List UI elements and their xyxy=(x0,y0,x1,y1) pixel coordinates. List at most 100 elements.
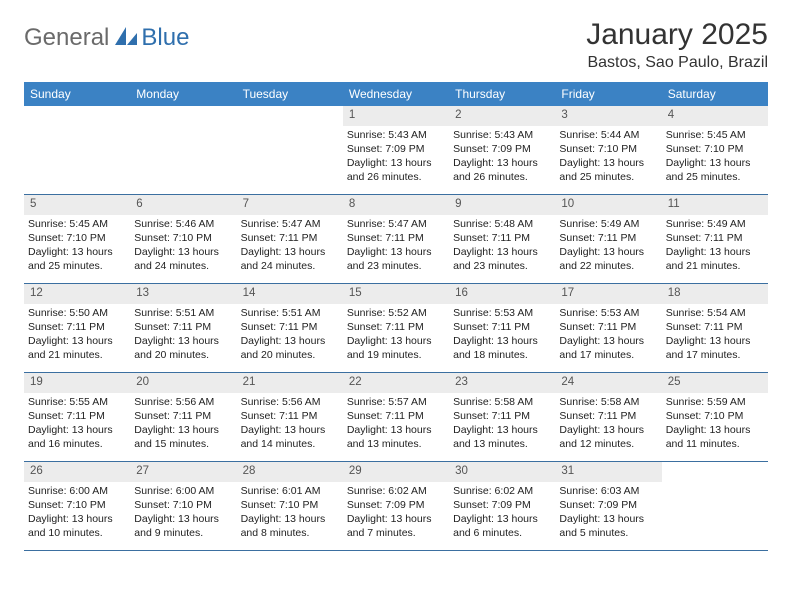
day-number: 1 xyxy=(343,106,449,126)
day-body: Sunrise: 5:53 AMSunset: 7:11 PMDaylight:… xyxy=(449,304,555,367)
sunset-line: Sunset: 7:11 PM xyxy=(28,409,126,423)
day-number: 26 xyxy=(24,462,130,482)
calendar-day: 6Sunrise: 5:46 AMSunset: 7:10 PMDaylight… xyxy=(130,195,236,283)
calendar-day: 28Sunrise: 6:01 AMSunset: 7:10 PMDayligh… xyxy=(237,462,343,550)
calendar-page: General Blue January 2025 Bastos, Sao Pa… xyxy=(0,0,792,569)
sunset-line: Sunset: 7:09 PM xyxy=(559,498,657,512)
daylight-line: Daylight: 13 hours and 15 minutes. xyxy=(134,423,232,451)
day-number xyxy=(662,462,768,466)
calendar-day: 3Sunrise: 5:44 AMSunset: 7:10 PMDaylight… xyxy=(555,106,661,194)
sunset-line: Sunset: 7:09 PM xyxy=(453,142,551,156)
day-body: Sunrise: 5:45 AMSunset: 7:10 PMDaylight:… xyxy=(662,126,768,189)
logo-text-blue: Blue xyxy=(141,24,189,52)
sunset-line: Sunset: 7:11 PM xyxy=(559,320,657,334)
sunset-line: Sunset: 7:11 PM xyxy=(134,409,232,423)
sunrise-line: Sunrise: 6:02 AM xyxy=(453,484,551,498)
day-number: 14 xyxy=(237,284,343,304)
day-number: 8 xyxy=(343,195,449,215)
weekday-header-row: SundayMondayTuesdayWednesdayThursdayFrid… xyxy=(24,82,768,106)
day-body: Sunrise: 5:45 AMSunset: 7:10 PMDaylight:… xyxy=(24,215,130,278)
logo-text-general: General xyxy=(24,24,109,52)
day-number: 5 xyxy=(24,195,130,215)
sunrise-line: Sunrise: 5:43 AM xyxy=(453,128,551,142)
sunrise-line: Sunrise: 5:58 AM xyxy=(559,395,657,409)
daylight-line: Daylight: 13 hours and 19 minutes. xyxy=(347,334,445,362)
sunset-line: Sunset: 7:11 PM xyxy=(666,231,764,245)
day-body: Sunrise: 5:49 AMSunset: 7:11 PMDaylight:… xyxy=(662,215,768,278)
calendar-week: 26Sunrise: 6:00 AMSunset: 7:10 PMDayligh… xyxy=(24,462,768,551)
sunset-line: Sunset: 7:11 PM xyxy=(347,409,445,423)
daylight-line: Daylight: 13 hours and 5 minutes. xyxy=(559,512,657,540)
weekday-header: Monday xyxy=(130,82,236,106)
calendar-day: 22Sunrise: 5:57 AMSunset: 7:11 PMDayligh… xyxy=(343,373,449,461)
calendar-week: 19Sunrise: 5:55 AMSunset: 7:11 PMDayligh… xyxy=(24,373,768,462)
calendar-day: 4Sunrise: 5:45 AMSunset: 7:10 PMDaylight… xyxy=(662,106,768,194)
sunset-line: Sunset: 7:10 PM xyxy=(559,142,657,156)
daylight-line: Daylight: 13 hours and 18 minutes. xyxy=(453,334,551,362)
sunrise-line: Sunrise: 5:53 AM xyxy=(559,306,657,320)
day-body: Sunrise: 6:02 AMSunset: 7:09 PMDaylight:… xyxy=(449,482,555,545)
day-number xyxy=(130,106,236,110)
calendar-day xyxy=(662,462,768,550)
sunrise-line: Sunrise: 5:47 AM xyxy=(347,217,445,231)
calendar-day: 9Sunrise: 5:48 AMSunset: 7:11 PMDaylight… xyxy=(449,195,555,283)
sunset-line: Sunset: 7:11 PM xyxy=(347,231,445,245)
day-body: Sunrise: 5:49 AMSunset: 7:11 PMDaylight:… xyxy=(555,215,661,278)
title-block: January 2025 Bastos, Sao Paulo, Brazil xyxy=(586,18,768,72)
day-body: Sunrise: 5:52 AMSunset: 7:11 PMDaylight:… xyxy=(343,304,449,367)
sunrise-line: Sunrise: 5:56 AM xyxy=(134,395,232,409)
sunrise-line: Sunrise: 5:59 AM xyxy=(666,395,764,409)
day-body: Sunrise: 5:44 AMSunset: 7:10 PMDaylight:… xyxy=(555,126,661,189)
daylight-line: Daylight: 13 hours and 12 minutes. xyxy=(559,423,657,451)
daylight-line: Daylight: 13 hours and 13 minutes. xyxy=(453,423,551,451)
day-number: 4 xyxy=(662,106,768,126)
day-number: 21 xyxy=(237,373,343,393)
sunset-line: Sunset: 7:10 PM xyxy=(134,498,232,512)
calendar-day: 19Sunrise: 5:55 AMSunset: 7:11 PMDayligh… xyxy=(24,373,130,461)
day-body: Sunrise: 5:51 AMSunset: 7:11 PMDaylight:… xyxy=(130,304,236,367)
day-body: Sunrise: 6:00 AMSunset: 7:10 PMDaylight:… xyxy=(24,482,130,545)
calendar-day xyxy=(237,106,343,194)
sunrise-line: Sunrise: 5:47 AM xyxy=(241,217,339,231)
calendar-week: 5Sunrise: 5:45 AMSunset: 7:10 PMDaylight… xyxy=(24,195,768,284)
daylight-line: Daylight: 13 hours and 13 minutes. xyxy=(347,423,445,451)
sunset-line: Sunset: 7:11 PM xyxy=(559,409,657,423)
day-body: Sunrise: 5:53 AMSunset: 7:11 PMDaylight:… xyxy=(555,304,661,367)
sunrise-line: Sunrise: 5:51 AM xyxy=(241,306,339,320)
day-number xyxy=(237,106,343,110)
daylight-line: Daylight: 13 hours and 8 minutes. xyxy=(241,512,339,540)
daylight-line: Daylight: 13 hours and 20 minutes. xyxy=(241,334,339,362)
day-number: 20 xyxy=(130,373,236,393)
sunrise-line: Sunrise: 6:03 AM xyxy=(559,484,657,498)
calendar-day: 12Sunrise: 5:50 AMSunset: 7:11 PMDayligh… xyxy=(24,284,130,372)
daylight-line: Daylight: 13 hours and 7 minutes. xyxy=(347,512,445,540)
daylight-line: Daylight: 13 hours and 22 minutes. xyxy=(559,245,657,273)
calendar-day: 10Sunrise: 5:49 AMSunset: 7:11 PMDayligh… xyxy=(555,195,661,283)
daylight-line: Daylight: 13 hours and 9 minutes. xyxy=(134,512,232,540)
calendar-day: 27Sunrise: 6:00 AMSunset: 7:10 PMDayligh… xyxy=(130,462,236,550)
sunset-line: Sunset: 7:09 PM xyxy=(347,498,445,512)
sunset-line: Sunset: 7:10 PM xyxy=(28,231,126,245)
daylight-line: Daylight: 13 hours and 25 minutes. xyxy=(559,156,657,184)
sunrise-line: Sunrise: 6:02 AM xyxy=(347,484,445,498)
day-number: 29 xyxy=(343,462,449,482)
sunrise-line: Sunrise: 5:58 AM xyxy=(453,395,551,409)
sunrise-line: Sunrise: 5:45 AM xyxy=(28,217,126,231)
sunrise-line: Sunrise: 5:50 AM xyxy=(28,306,126,320)
daylight-line: Daylight: 13 hours and 21 minutes. xyxy=(666,245,764,273)
calendar-day: 13Sunrise: 5:51 AMSunset: 7:11 PMDayligh… xyxy=(130,284,236,372)
day-number: 25 xyxy=(662,373,768,393)
daylight-line: Daylight: 13 hours and 14 minutes. xyxy=(241,423,339,451)
calendar-day: 24Sunrise: 5:58 AMSunset: 7:11 PMDayligh… xyxy=(555,373,661,461)
calendar-day: 21Sunrise: 5:56 AMSunset: 7:11 PMDayligh… xyxy=(237,373,343,461)
day-body: Sunrise: 5:43 AMSunset: 7:09 PMDaylight:… xyxy=(449,126,555,189)
day-body: Sunrise: 5:46 AMSunset: 7:10 PMDaylight:… xyxy=(130,215,236,278)
sunset-line: Sunset: 7:10 PM xyxy=(134,231,232,245)
sunrise-line: Sunrise: 5:56 AM xyxy=(241,395,339,409)
calendar-day: 18Sunrise: 5:54 AMSunset: 7:11 PMDayligh… xyxy=(662,284,768,372)
day-number: 2 xyxy=(449,106,555,126)
weekday-header: Friday xyxy=(555,82,661,106)
day-body: Sunrise: 5:48 AMSunset: 7:11 PMDaylight:… xyxy=(449,215,555,278)
calendar-day: 15Sunrise: 5:52 AMSunset: 7:11 PMDayligh… xyxy=(343,284,449,372)
day-body: Sunrise: 6:03 AMSunset: 7:09 PMDaylight:… xyxy=(555,482,661,545)
